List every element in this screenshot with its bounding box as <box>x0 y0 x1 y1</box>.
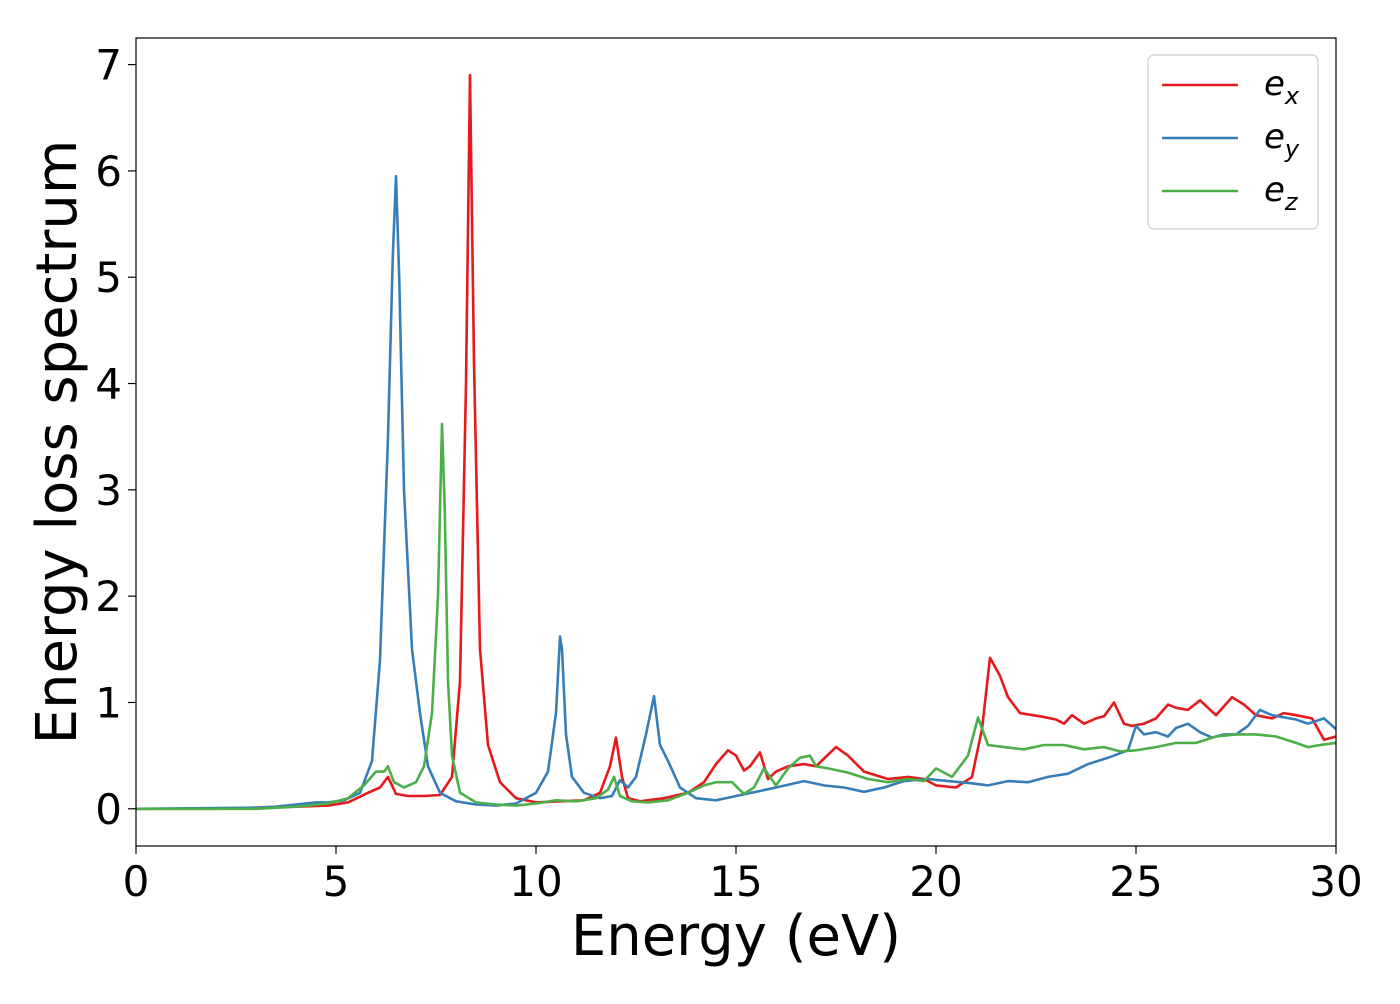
y-tick-label-7: 7 <box>95 41 122 90</box>
x-axis: 0 5 10 15 20 25 30 <box>123 846 1363 906</box>
legend-label-x: ex <box>1264 64 1300 110</box>
series-layer <box>136 73 1336 811</box>
legend: ex ey ez <box>1147 54 1319 230</box>
y-tick-label-5: 5 <box>95 253 122 302</box>
y-tick-label-0: 0 <box>95 785 122 834</box>
y-axis-label: Energy loss spectrum <box>25 140 90 745</box>
x-tick-label-5: 5 <box>323 857 350 906</box>
y-tick-label-4: 4 <box>95 360 122 409</box>
legend-label-y: ey <box>1264 117 1300 163</box>
y-tick-label-6: 6 <box>95 147 122 196</box>
x-tick-label-10: 10 <box>509 857 562 906</box>
y-tick-label-2: 2 <box>95 572 122 621</box>
x-tick-label-0: 0 <box>123 857 150 906</box>
y-tick-label-3: 3 <box>95 466 122 515</box>
x-tick-label-20: 20 <box>909 857 962 906</box>
legend-box <box>1147 54 1319 230</box>
series-line-z <box>136 422 1336 811</box>
series-line-y <box>136 174 1336 811</box>
x-tick-label-30: 30 <box>1309 857 1362 906</box>
series-line-x <box>136 73 1336 811</box>
legend-label-z: ez <box>1264 170 1299 216</box>
y-axis: 0 1 2 3 4 5 6 7 <box>95 41 136 834</box>
x-tick-label-25: 25 <box>1109 857 1162 906</box>
x-tick-label-15: 15 <box>709 857 762 906</box>
x-axis-label: Energy (eV) <box>571 904 901 969</box>
y-tick-label-1: 1 <box>95 678 122 727</box>
